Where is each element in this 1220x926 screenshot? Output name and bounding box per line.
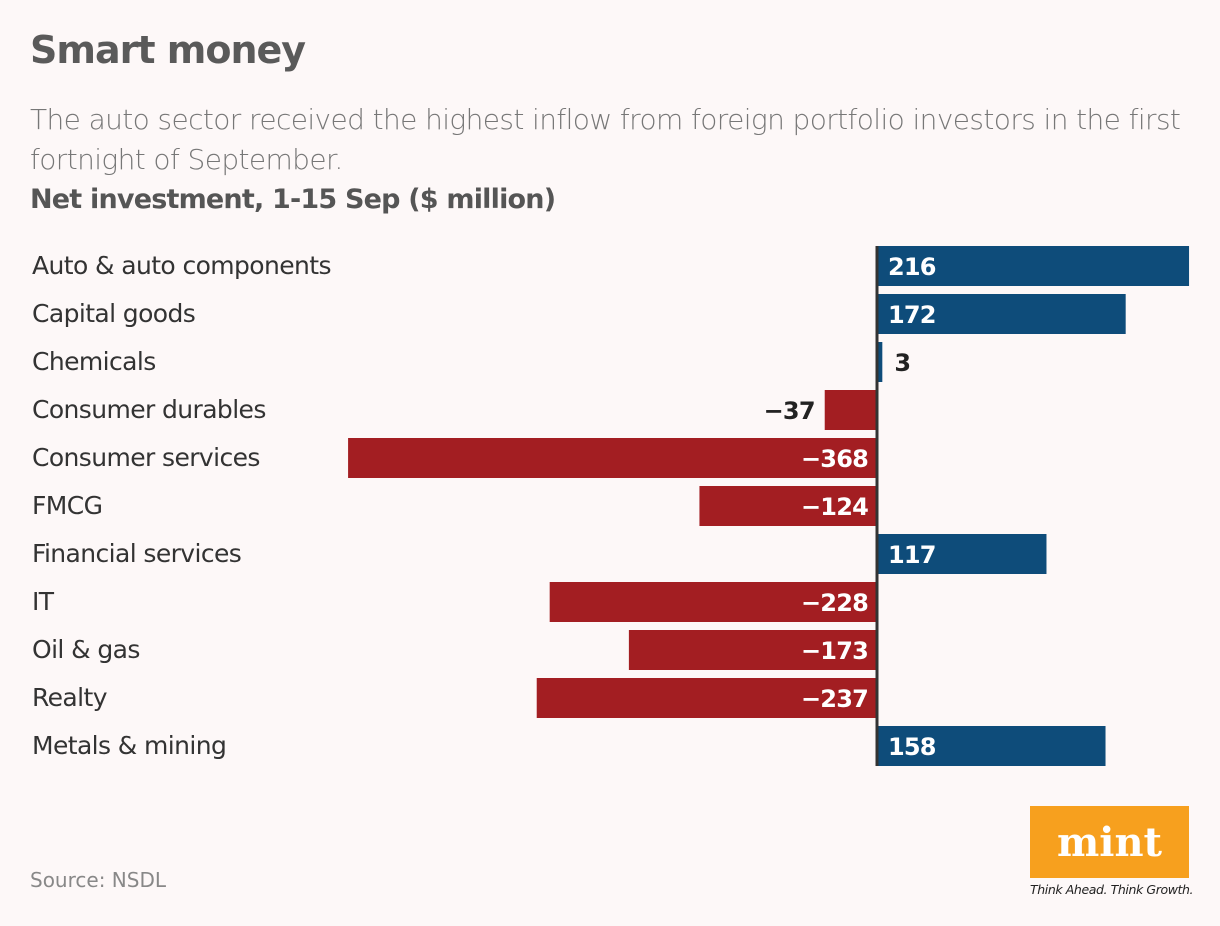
bar [878, 534, 1047, 574]
value-label: −37 [764, 397, 815, 425]
bar [628, 630, 878, 670]
value-label: 117 [888, 541, 936, 569]
bar [699, 486, 878, 526]
chart-title: Smart money [30, 28, 306, 72]
value-label: 216 [888, 253, 936, 281]
bar [549, 582, 878, 622]
value-label: 3 [894, 349, 910, 377]
mint-logo: mint [1030, 806, 1189, 878]
category-label: Auto & auto components [32, 251, 331, 280]
bar [878, 294, 1126, 334]
value-label: 172 [888, 301, 936, 329]
category-label: Capital goods [32, 299, 195, 328]
value-label: −173 [801, 637, 868, 665]
value-label: −124 [801, 493, 868, 521]
category-label: Chemicals [32, 347, 156, 376]
category-label: FMCG [32, 491, 102, 520]
value-label: −228 [801, 589, 868, 617]
category-label: IT [32, 587, 55, 616]
value-axis-label: Net investment, 1-15 Sep ($ million) [30, 184, 556, 215]
category-label: Financial services [32, 539, 241, 568]
source-note: Source: NSDL [30, 868, 166, 892]
bar [536, 678, 878, 718]
logo-tagline: Think Ahead. Think Growth. [1030, 882, 1194, 897]
category-label: Consumer durables [32, 395, 266, 424]
value-label: −237 [801, 685, 868, 713]
value-label: 158 [888, 733, 936, 761]
category-label: Oil & gas [32, 635, 140, 664]
bar [824, 390, 878, 430]
logo-text: mint [1056, 818, 1163, 866]
bar [878, 246, 1190, 286]
category-label: Consumer services [32, 443, 260, 472]
chart-subtitle: The auto sector received the highest inf… [30, 103, 1181, 176]
value-label: −368 [801, 445, 868, 473]
bar [878, 726, 1106, 766]
bar [348, 438, 879, 478]
category-label: Realty [32, 683, 108, 712]
category-label: Metals & mining [32, 731, 226, 760]
bar [878, 342, 883, 382]
